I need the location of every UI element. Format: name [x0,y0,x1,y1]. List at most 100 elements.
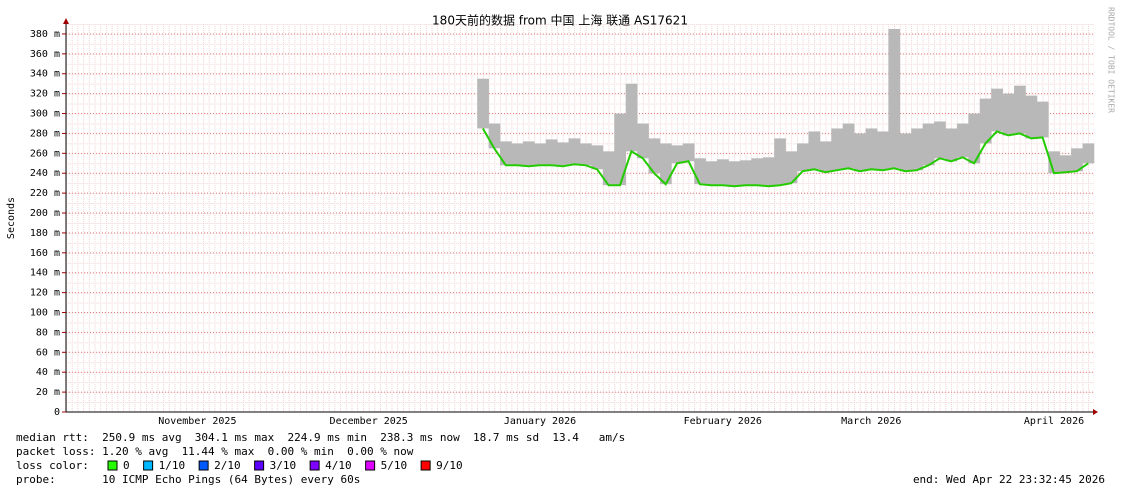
smoke [637,123,649,159]
smoke [648,138,661,174]
smoke [831,128,844,171]
smoke [488,123,501,149]
y-tick-label: 220 m [30,188,60,199]
smoke [602,151,615,186]
y-tick-label: 320 m [30,89,60,100]
x-tick-label: November 2025 [158,416,236,427]
x-tick-label: December 2025 [330,416,408,427]
smoke [614,113,626,186]
smoke [819,141,832,173]
smoke [899,133,912,172]
smoke [842,123,855,169]
smoke [854,133,866,172]
smoke [991,88,1003,132]
smoke [1002,93,1015,136]
y-tick-label: 160 m [30,248,60,259]
loss-swatch [254,460,265,471]
smoke [865,128,878,170]
loss-swatch [107,460,118,471]
smoke [1048,151,1061,174]
smoke [671,145,684,164]
y-tick-label: 40 m [36,367,60,378]
smoke [774,138,786,186]
loss-label: 3/10 [270,459,297,472]
loss-swatch [365,460,376,471]
loss-legend: 0 1/10 2/10 3/10 4/10 5/10 9/10 [107,459,463,472]
smoke [625,83,638,152]
loss-swatch [309,460,320,471]
loss-label: 9/10 [436,459,463,472]
loss-color-label: loss color: [16,459,89,472]
y-tick-label: 20 m [36,387,60,398]
smoke [534,143,547,166]
y-tick-label: 200 m [30,208,60,219]
loss-swatch [198,460,209,471]
y-tick-label: 260 m [30,148,60,159]
smoke [1059,155,1072,173]
y-tick-label: 240 m [30,168,60,179]
smoke [568,138,581,165]
smoke [717,159,729,186]
smoke [808,131,821,170]
smoke [705,161,718,186]
end-time: end: Wed Apr 22 23:32:45 2026 [913,473,1105,486]
y-tick-label: 380 m [30,29,60,40]
smoke [762,157,775,187]
y-tick-label: 340 m [30,69,60,80]
smoke [934,121,946,159]
chart-title: 180天前的数据 from 中国 上海 联通 AS17621 [432,13,688,28]
smoke [591,145,604,170]
y-tick-label: 140 m [30,268,60,279]
smoke [522,141,535,167]
y-tick-label: 180 m [30,228,60,239]
loss-swatch [420,460,431,471]
smoke [659,143,672,185]
smoke [911,128,923,171]
y-tick-label: 360 m [30,49,60,60]
median-line [482,128,1089,188]
smoke [728,161,741,187]
loss-label: 1/10 [159,459,186,472]
y-tick-label: 280 m [30,128,60,139]
loss-label: 4/10 [325,459,352,472]
y-tick-label: 80 m [36,327,60,338]
smoke [888,28,901,169]
y-axis-label: Seconds [6,197,17,239]
smoke [557,142,569,167]
smoke [739,160,752,186]
loss-label: 0 [123,459,130,472]
smoke [785,151,798,184]
smoke [956,123,969,158]
smoke [580,143,592,166]
smoke [1014,85,1026,134]
smoke [1036,101,1049,138]
x-tick-label: February 2026 [684,416,762,427]
loss-swatch [143,460,154,471]
smoke [979,98,992,144]
y-tick-label: 120 m [30,288,60,299]
y-tick-label: 300 m [30,109,60,120]
loss-label: 2/10 [214,459,241,472]
minor-grid [66,24,1094,412]
smoke [694,158,706,185]
smoke [797,143,809,172]
smoke [682,143,695,162]
smoke [1082,143,1095,164]
smoke [545,139,558,166]
x-tick-label: January 2026 [504,416,576,427]
loss-label: 5/10 [381,459,408,472]
smoke [876,131,889,171]
y-tick-label: 0 [54,407,60,418]
y-tick-label: 60 m [36,347,60,358]
packet-loss: packet loss: 1.20 % avg 11.44 % max 0.00… [16,445,414,458]
y-tick-label: 100 m [30,308,60,319]
smoke [751,158,764,186]
median-rtt: median rtt: 250.9 ms avg 304.1 ms max 22… [16,431,625,444]
x-tick-label: April 2026 [1024,416,1084,427]
x-tick-label: March 2026 [841,416,901,427]
plot [66,28,1095,413]
smoke [500,141,512,166]
smoke [511,143,524,166]
